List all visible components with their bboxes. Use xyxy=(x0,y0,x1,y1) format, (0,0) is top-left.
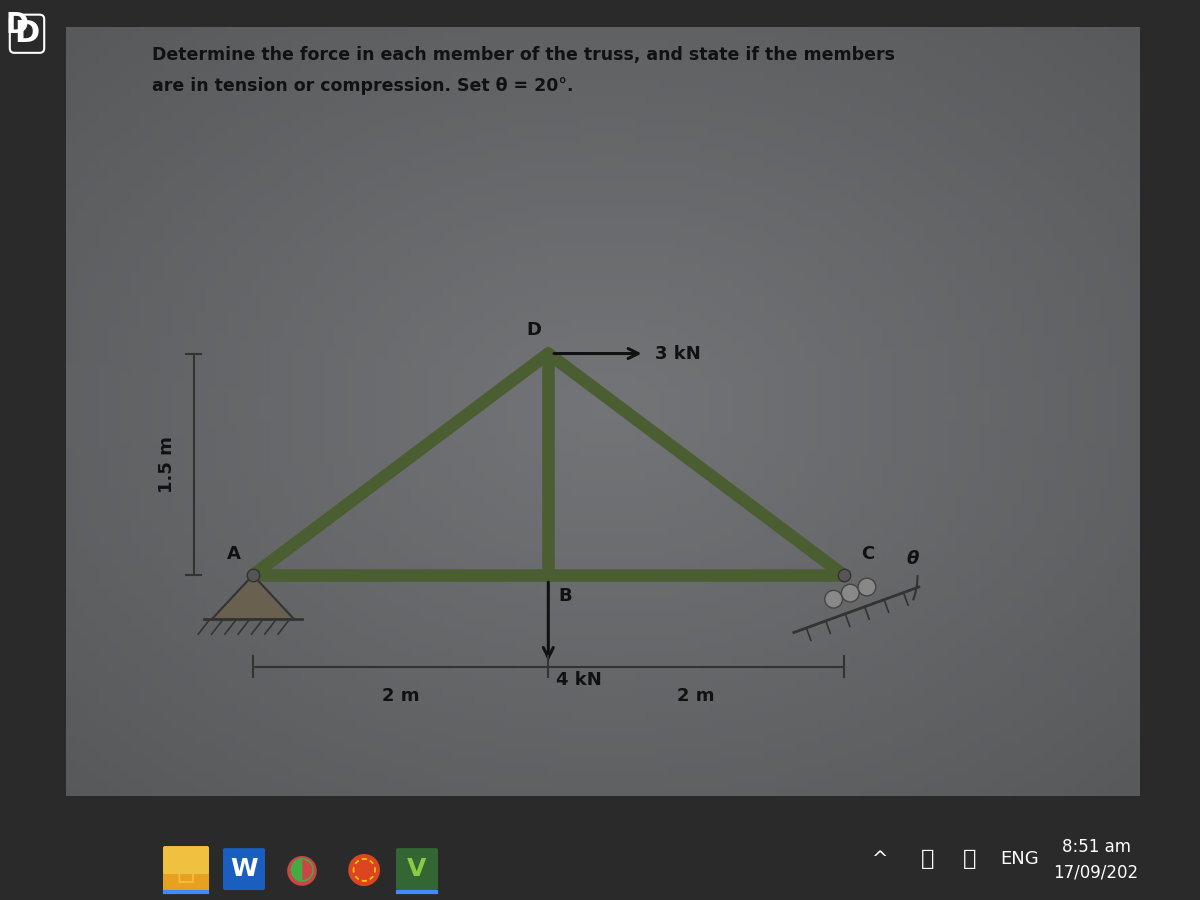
FancyBboxPatch shape xyxy=(396,848,438,890)
Text: B: B xyxy=(559,587,572,605)
Text: ◐: ◐ xyxy=(289,855,316,884)
Text: 2 m: 2 m xyxy=(382,688,419,706)
Text: 🖥: 🖥 xyxy=(922,849,935,869)
Text: 3 kN: 3 kN xyxy=(655,345,701,363)
Text: ENG: ENG xyxy=(1001,850,1039,868)
Text: D: D xyxy=(14,19,40,49)
Text: D: D xyxy=(526,320,541,338)
Text: A: A xyxy=(227,545,241,563)
Text: 4 kN: 4 kN xyxy=(556,671,601,689)
Text: ●: ● xyxy=(286,850,319,888)
Text: 2 m: 2 m xyxy=(677,688,715,706)
Text: ^: ^ xyxy=(872,850,888,868)
Text: 8:51 am: 8:51 am xyxy=(1062,838,1130,856)
Text: are in tension or compression. Set θ = 20°.: are in tension or compression. Set θ = 2… xyxy=(152,77,574,95)
Text: ●: ● xyxy=(346,848,382,890)
Text: V: V xyxy=(407,857,427,881)
Circle shape xyxy=(858,578,876,596)
Polygon shape xyxy=(211,575,294,619)
Text: 📁: 📁 xyxy=(176,855,196,884)
FancyBboxPatch shape xyxy=(163,846,209,874)
Text: C: C xyxy=(862,545,875,563)
Circle shape xyxy=(841,584,859,602)
Text: D: D xyxy=(6,11,29,39)
Text: 🔊: 🔊 xyxy=(964,849,977,869)
Text: θ: θ xyxy=(906,550,919,568)
Text: 1.5 m: 1.5 m xyxy=(158,436,176,492)
Text: ◌: ◌ xyxy=(350,855,377,884)
Text: Determine the force in each member of the truss, and state if the members: Determine the force in each member of th… xyxy=(152,46,895,64)
FancyBboxPatch shape xyxy=(163,846,209,892)
Text: W: W xyxy=(230,857,258,881)
Circle shape xyxy=(824,590,842,608)
FancyBboxPatch shape xyxy=(223,848,265,890)
Text: 17/09/202: 17/09/202 xyxy=(1054,863,1139,881)
